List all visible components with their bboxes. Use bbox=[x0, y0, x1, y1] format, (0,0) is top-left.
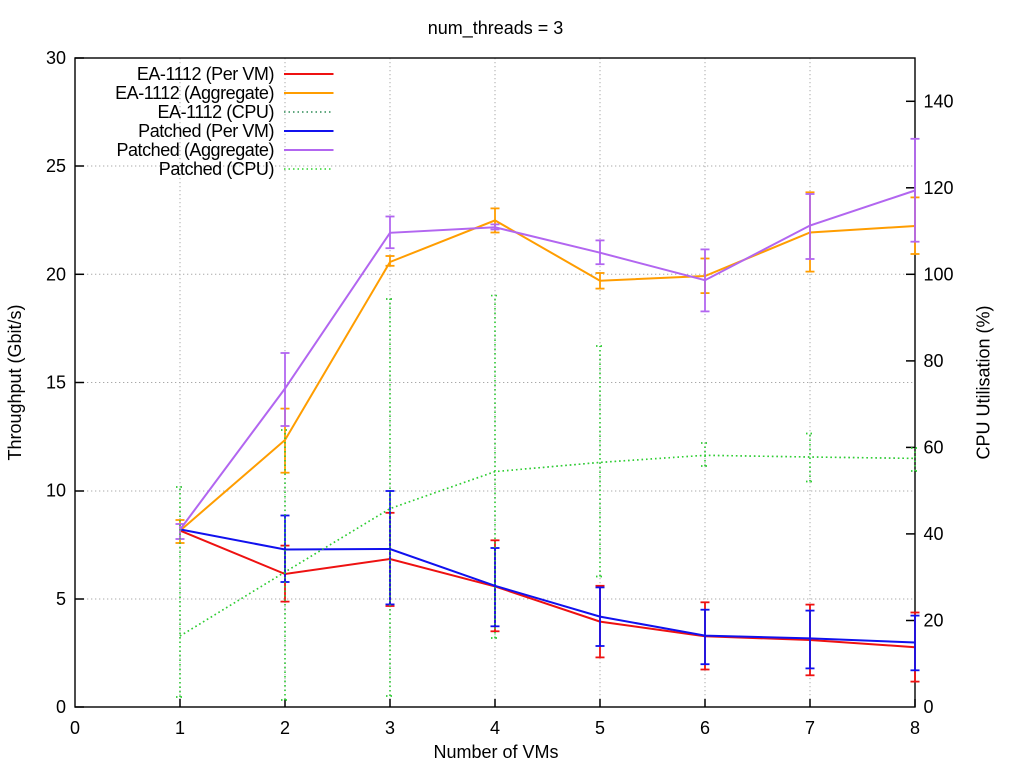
svg-text:80: 80 bbox=[924, 351, 944, 371]
svg-text:140: 140 bbox=[924, 91, 954, 111]
svg-text:20: 20 bbox=[924, 611, 944, 631]
svg-text:40: 40 bbox=[924, 524, 944, 544]
svg-text:30: 30 bbox=[46, 48, 66, 68]
svg-text:Number of VMs: Number of VMs bbox=[433, 742, 558, 762]
svg-text:CPU Utilisation (%): CPU Utilisation (%) bbox=[974, 305, 994, 459]
svg-text:7: 7 bbox=[805, 718, 815, 738]
svg-text:Patched (Aggregate): Patched (Aggregate) bbox=[116, 140, 274, 160]
svg-text:0: 0 bbox=[924, 697, 934, 717]
svg-text:EA-1112 (Per VM): EA-1112 (Per VM) bbox=[137, 64, 274, 84]
svg-text:Patched (CPU): Patched (CPU) bbox=[159, 159, 274, 179]
svg-text:4: 4 bbox=[490, 718, 500, 738]
svg-text:8: 8 bbox=[910, 718, 920, 738]
svg-text:0: 0 bbox=[70, 718, 80, 738]
svg-text:15: 15 bbox=[46, 373, 66, 393]
svg-text:Patched (Per VM): Patched (Per VM) bbox=[138, 121, 274, 141]
svg-text:100: 100 bbox=[924, 264, 954, 284]
svg-text:5: 5 bbox=[595, 718, 605, 738]
svg-text:3: 3 bbox=[385, 718, 395, 738]
svg-text:2: 2 bbox=[280, 718, 290, 738]
svg-text:20: 20 bbox=[46, 264, 66, 284]
svg-text:Throughput (Gbit/s): Throughput (Gbit/s) bbox=[5, 304, 25, 460]
svg-text:EA-1112 (Aggregate): EA-1112 (Aggregate) bbox=[115, 83, 274, 103]
svg-text:num_threads = 3: num_threads = 3 bbox=[428, 18, 564, 39]
svg-text:25: 25 bbox=[46, 156, 66, 176]
svg-text:120: 120 bbox=[924, 178, 954, 198]
svg-text:0: 0 bbox=[56, 697, 66, 717]
svg-text:10: 10 bbox=[46, 481, 66, 501]
svg-text:1: 1 bbox=[175, 718, 185, 738]
svg-text:EA-1112 (CPU): EA-1112 (CPU) bbox=[157, 102, 274, 122]
svg-text:6: 6 bbox=[700, 718, 710, 738]
svg-text:5: 5 bbox=[56, 589, 66, 609]
svg-text:60: 60 bbox=[924, 437, 944, 457]
